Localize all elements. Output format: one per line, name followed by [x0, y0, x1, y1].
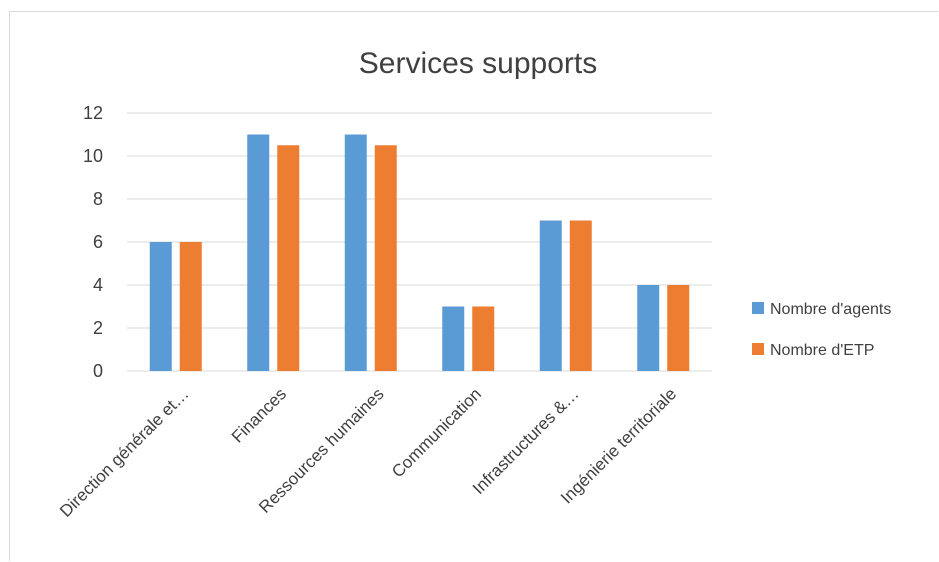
legend-swatch-etp	[752, 343, 764, 355]
bar-agents-2	[344, 134, 367, 371]
legend: Nombre d'agents Nombre d'ETP	[752, 301, 891, 359]
bar-etp-2	[374, 145, 397, 371]
x-axis-labels: Direction générale et… FinancesRessources…	[56, 384, 680, 520]
y-tick-label: 6	[93, 232, 103, 252]
bar-agents-0	[149, 242, 172, 371]
bar-agents-1	[247, 134, 270, 371]
y-axis-ticks: 0 2 4 6 8 10 12	[83, 103, 103, 381]
y-tick-label: 8	[93, 189, 103, 209]
x-tick-label: Direction générale et…	[56, 384, 192, 520]
y-tick-label: 10	[83, 146, 103, 166]
chart-title: Services supports	[359, 47, 597, 80]
y-tick-label: 4	[93, 275, 103, 295]
bar-agents-4	[539, 220, 562, 371]
x-tick-label: Infrastructures &…	[469, 384, 583, 498]
gridlines	[127, 112, 712, 372]
legend-label-agents: Nombre d'agents	[770, 301, 891, 318]
x-tick-label: Finances	[228, 384, 290, 446]
y-tick-label: 12	[83, 103, 103, 123]
bar-agents-3	[442, 306, 465, 371]
y-tick-label: 2	[93, 318, 103, 338]
bar-etp-4	[569, 220, 592, 371]
bar-etp-1	[277, 145, 300, 371]
legend-swatch-agents	[752, 302, 764, 314]
bar-etp-3	[472, 306, 495, 371]
legend-label-etp: Nombre d'ETP	[770, 342, 874, 359]
bars	[149, 134, 690, 371]
y-tick-label: 0	[93, 361, 103, 381]
x-tick-label: Communication	[388, 384, 485, 481]
bar-etp-5	[667, 285, 690, 371]
bar-agents-5	[637, 285, 660, 371]
chart-frame	[9, 11, 938, 561]
bar-etp-0	[179, 242, 202, 371]
